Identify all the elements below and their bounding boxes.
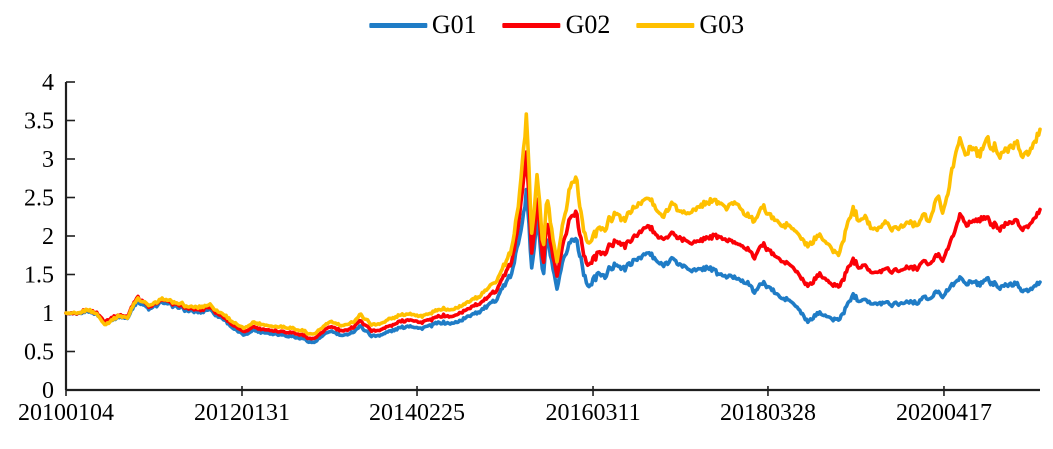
y-tick-label: 2.5 xyxy=(24,186,54,212)
x-tick-label: 20100104 xyxy=(18,400,114,426)
x-tick-label: 20180328 xyxy=(720,400,816,426)
y-tick-label: 1 xyxy=(42,301,54,327)
series-line-G03 xyxy=(64,112,1042,336)
y-tick-label: 3.5 xyxy=(24,109,54,135)
y-tick-label: 2 xyxy=(42,224,54,250)
legend-item-G03: G03 xyxy=(636,12,744,38)
y-tick-label: 1.5 xyxy=(24,263,54,289)
x-tick-label: 20160311 xyxy=(545,400,640,426)
y-tick-label: 0 xyxy=(42,378,54,404)
legend-swatch-icon xyxy=(636,22,695,28)
x-tick-label: 20200417 xyxy=(896,400,992,426)
y-tick-label: 3 xyxy=(42,147,54,173)
legend-item-G02: G02 xyxy=(502,10,611,39)
x-tick-label: 20120131 xyxy=(194,400,290,426)
legend-label: G01 xyxy=(431,10,477,39)
y-tick-label: 4 xyxy=(42,70,54,96)
series-line-G01 xyxy=(64,187,1042,345)
chart-legend: G01 G02 G03 xyxy=(368,10,744,39)
x-tick-label: 20140225 xyxy=(369,400,465,426)
legend-label: G02 xyxy=(565,10,611,39)
legend-swatch-icon xyxy=(368,22,427,28)
legend-swatch-icon xyxy=(502,22,561,28)
legend-item-G01: G01 xyxy=(368,10,477,39)
y-tick-label: 0.5 xyxy=(24,340,54,366)
legend-label: G03 xyxy=(699,10,745,39)
